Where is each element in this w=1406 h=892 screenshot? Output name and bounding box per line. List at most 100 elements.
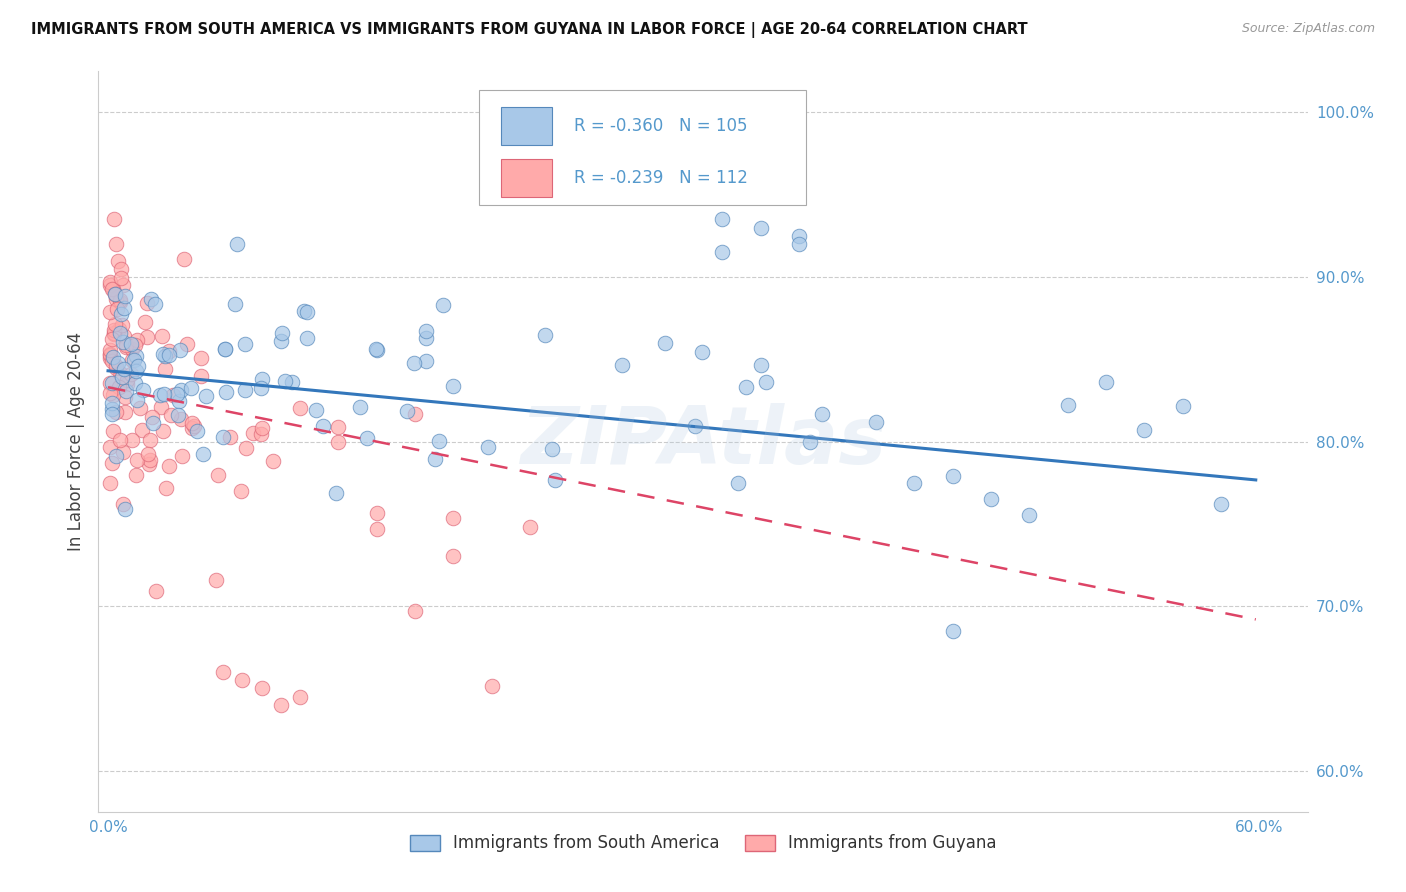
Point <box>366 342 388 356</box>
Point <box>98 305 121 319</box>
Point <box>181 417 204 431</box>
Point <box>110 293 132 307</box>
Point <box>101 402 124 417</box>
Point <box>104 360 127 375</box>
Point <box>120 368 142 382</box>
Point <box>104 287 127 301</box>
Point <box>404 604 426 618</box>
Point <box>219 429 242 443</box>
Point <box>125 364 148 378</box>
Point <box>111 370 134 384</box>
Y-axis label: In Labor Force | Age 20-64: In Labor Force | Age 20-64 <box>66 332 84 551</box>
Point <box>787 237 810 252</box>
Point <box>432 298 454 312</box>
Point <box>281 376 304 390</box>
Point <box>534 327 557 342</box>
Point <box>105 359 128 373</box>
Point <box>101 395 124 409</box>
Point <box>104 237 127 252</box>
Point <box>170 412 193 426</box>
Point <box>755 376 778 390</box>
Point <box>141 409 163 424</box>
Point <box>114 501 136 516</box>
Point <box>104 287 127 301</box>
Legend: Immigrants from South America, Immigrants from Guyana: Immigrants from South America, Immigrant… <box>404 828 1002 859</box>
Point <box>98 385 121 400</box>
Point <box>181 420 204 434</box>
Point <box>250 421 273 435</box>
Point <box>105 404 128 418</box>
Point <box>211 430 233 444</box>
Point <box>108 366 131 380</box>
Point <box>124 353 146 368</box>
Point <box>108 294 131 309</box>
Point <box>292 303 315 318</box>
Point <box>810 407 832 421</box>
Point <box>183 419 205 434</box>
Point <box>1171 399 1194 413</box>
Point <box>186 424 208 438</box>
Point <box>727 475 749 490</box>
Point <box>157 459 180 474</box>
Point <box>121 343 143 357</box>
Point <box>166 387 188 401</box>
Point <box>541 442 564 457</box>
Point <box>423 451 446 466</box>
Point <box>152 424 174 438</box>
Point <box>176 337 198 351</box>
Point <box>941 624 963 638</box>
Point <box>415 324 437 338</box>
Point <box>799 434 821 449</box>
Point <box>114 390 136 404</box>
Point <box>108 321 131 335</box>
Point <box>170 383 193 397</box>
Point <box>242 426 264 441</box>
Point <box>233 383 256 397</box>
Point <box>111 445 134 459</box>
Point <box>103 425 125 439</box>
Point <box>328 420 350 434</box>
Point <box>212 665 235 679</box>
Point <box>295 331 318 345</box>
Point <box>98 440 121 454</box>
Point <box>115 373 138 387</box>
Point <box>110 307 132 321</box>
Point <box>108 380 131 394</box>
Point <box>443 549 465 564</box>
Point <box>138 457 160 471</box>
Point <box>427 434 450 448</box>
Point <box>101 456 124 470</box>
Point <box>101 332 124 346</box>
Point <box>138 447 160 461</box>
Point <box>152 347 174 361</box>
Point <box>173 252 195 266</box>
Point <box>110 271 132 285</box>
Point <box>194 389 217 403</box>
Bar <box>501 159 551 197</box>
Point <box>157 347 180 361</box>
Point <box>105 292 128 306</box>
Point <box>214 342 236 356</box>
Point <box>121 434 143 448</box>
Point <box>115 340 138 354</box>
Point <box>114 405 136 419</box>
Point <box>125 467 148 482</box>
Point <box>749 220 772 235</box>
Bar <box>501 107 551 145</box>
Point <box>145 583 167 598</box>
Point <box>134 315 156 329</box>
Point <box>101 407 124 421</box>
Text: R = -0.239   N = 112: R = -0.239 N = 112 <box>574 169 748 187</box>
Point <box>1056 398 1078 412</box>
Point <box>250 381 273 395</box>
Point <box>612 358 634 372</box>
Point <box>121 353 143 368</box>
Point <box>98 351 121 365</box>
Point <box>111 318 134 333</box>
Point <box>204 573 226 587</box>
Point <box>160 408 183 422</box>
Point <box>98 278 121 293</box>
Point <box>172 450 194 464</box>
Point <box>143 297 166 311</box>
Point <box>104 449 127 463</box>
